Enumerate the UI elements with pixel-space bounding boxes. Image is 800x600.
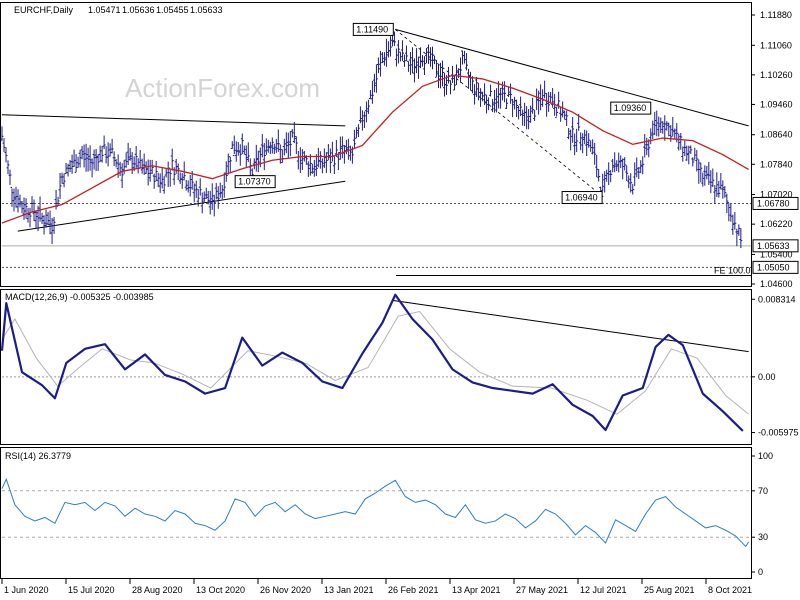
x-tick-label: 26 Nov 2020 bbox=[260, 585, 311, 595]
price-label-box bbox=[752, 260, 799, 274]
price-tick-label: 1.11880 bbox=[760, 10, 792, 20]
fe-label: FE 100.0 bbox=[714, 266, 751, 276]
x-tick-label: 28 Aug 2020 bbox=[132, 585, 183, 595]
macd-panel-frame bbox=[0, 289, 752, 445]
x-tick-label: 26 Feb 2021 bbox=[388, 585, 439, 595]
price-label-text: 1.05633 bbox=[757, 241, 790, 251]
rsi-tick-label: 100 bbox=[758, 451, 773, 461]
price-tick-label: 1.08640 bbox=[760, 130, 793, 140]
price-label-box bbox=[752, 196, 799, 210]
annotation-box bbox=[561, 191, 603, 205]
price-axis: 1.11880 1.11060 1.10260 1.09460 1.08640 1.078… bbox=[751, 10, 799, 289]
price-label-text: 1.05050 bbox=[757, 262, 790, 272]
x-tick-label: 1 Jun 2020 bbox=[4, 585, 49, 595]
price-open: 1.05471 bbox=[88, 5, 121, 15]
price-levels: FE 100.0 bbox=[2, 202, 751, 277]
time-axis: 1 Jun 2020 15 Jul 2020 28 Aug 2020 13 Oct 2… bbox=[1, 579, 752, 595]
price-close: 1.05633 bbox=[190, 5, 223, 15]
price-symbol: EURCHF,Daily bbox=[14, 5, 74, 15]
x-tick-label: 27 May 2021 bbox=[516, 585, 568, 595]
macd-tick-label: -0.005975 bbox=[758, 428, 799, 438]
price-annotations: 1.11490 1.07370 1.06940 1.09360 bbox=[234, 22, 652, 205]
trendline bbox=[395, 28, 749, 127]
price-bars bbox=[0, 27, 743, 249]
x-tick-label: 15 Jul 2020 bbox=[68, 585, 115, 595]
macd-tick-label: 0.00 bbox=[758, 372, 776, 382]
rsi-panel-frame bbox=[0, 447, 752, 579]
price-tick-label: 1.07840 bbox=[760, 159, 793, 169]
price-tick-label: 1.06220 bbox=[760, 219, 793, 229]
macd-line bbox=[0, 293, 744, 432]
watermark: ActionForex.com bbox=[125, 73, 320, 103]
price-tick-label: 1.11060 bbox=[760, 40, 792, 50]
moving-average bbox=[1, 74, 749, 224]
x-tick-label: 12 Jul 2021 bbox=[580, 585, 627, 595]
macd-tick-label: 0.008314 bbox=[758, 294, 796, 304]
annotation-box bbox=[352, 22, 394, 36]
annotation-text: 1.09360 bbox=[614, 103, 647, 113]
x-tick-label: 8 Oct 2021 bbox=[708, 585, 752, 595]
macd-plot: 0.008314 0.00 -0.005975 bbox=[0, 293, 799, 438]
macd-signal-line bbox=[1, 310, 749, 415]
annotation-text: 1.07370 bbox=[238, 177, 271, 187]
price-tick-label: 1.09460 bbox=[760, 99, 793, 109]
rsi-tick-label: 0 bbox=[758, 567, 763, 577]
price-label-text: 1.06780 bbox=[757, 198, 790, 208]
macd-trendline bbox=[392, 299, 749, 353]
price-tick-label: 1.10260 bbox=[760, 70, 793, 80]
price-tick-label: 1.05400 bbox=[760, 249, 793, 259]
price-high: 1.05636 bbox=[122, 5, 155, 15]
trendline bbox=[17, 180, 346, 232]
rsi-plot: 100 70 30 0 bbox=[1, 451, 773, 577]
rsi-header: RSI(14) 26.3779 bbox=[5, 451, 71, 461]
price-panel-frame bbox=[0, 2, 752, 287]
x-tick-label: 25 Aug 2021 bbox=[644, 585, 695, 595]
rsi-tick-label: 30 bbox=[758, 532, 768, 542]
moving-average-line bbox=[1, 74, 749, 224]
x-tick-label: 13 Apr 2021 bbox=[452, 585, 501, 595]
x-tick-label: 13 Jan 2021 bbox=[324, 585, 374, 595]
price-tick-label: 1.07020 bbox=[760, 190, 793, 200]
rsi-line bbox=[1, 477, 749, 548]
annotation-box bbox=[610, 101, 652, 115]
annotation-text: 1.06940 bbox=[565, 193, 598, 203]
macd-header: MACD(12,26,9) -0.005325 -0.003985 bbox=[5, 292, 154, 302]
price-low: 1.05455 bbox=[156, 5, 189, 15]
price-tick-label: 1.04600 bbox=[760, 279, 793, 289]
trendline bbox=[1, 114, 346, 127]
annotation-text: 1.11490 bbox=[356, 24, 388, 34]
annotation-box bbox=[234, 175, 276, 189]
rsi-tick-label: 70 bbox=[758, 486, 768, 496]
price-label-box bbox=[752, 239, 799, 253]
x-tick-label: 13 Oct 2020 bbox=[196, 585, 245, 595]
